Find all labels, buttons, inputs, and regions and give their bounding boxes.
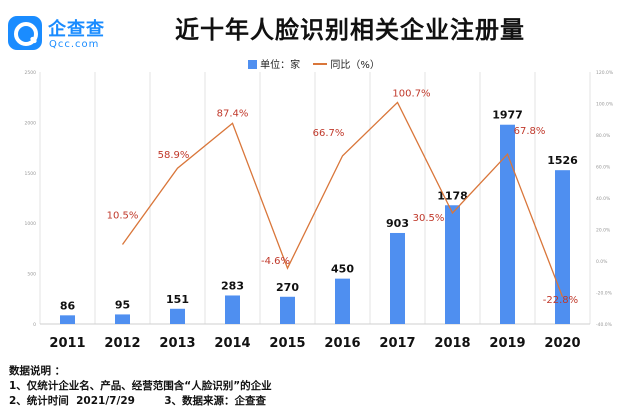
chart-title: 近十年人脸识别相关企业注册量 — [175, 16, 525, 44]
bar-value-label: 86 — [60, 299, 76, 312]
x-tick-label: 2016 — [324, 336, 360, 351]
y-left-tick-label: 2500 — [25, 70, 37, 76]
yoy-value-label: 58.9% — [158, 150, 190, 161]
yoy-value-label: 100.7% — [392, 88, 430, 99]
y-left-tick-label: 500 — [27, 272, 36, 278]
bar-value-label: 1526 — [547, 154, 578, 167]
yoy-value-label: 30.5% — [413, 213, 445, 224]
bar — [280, 296, 295, 324]
y-right-tick-label: 20.0% — [596, 228, 611, 234]
y-right-tick-label: 0.0% — [596, 259, 608, 265]
y-right-tick-label: 120.0% — [596, 70, 614, 76]
bar — [170, 308, 185, 324]
y-left-tick-label: 0 — [33, 322, 36, 328]
notes-line-2b: 3、数据来源：企查查 — [164, 395, 266, 407]
yoy-value-label: -22.8% — [543, 295, 578, 306]
bar-value-label: 151 — [166, 293, 189, 306]
y-right-tick-label: 40.0% — [596, 196, 611, 202]
y-right-tick-label: -40.0% — [596, 322, 613, 328]
notes-line-2: 2、统计时间 2021/7/29 3、数据来源：企查查 — [9, 394, 272, 409]
y-left-tick-label: 1000 — [25, 221, 37, 227]
y-right-tick-label: 100.0% — [596, 102, 614, 108]
legend-item-line: 同比（%） — [313, 56, 380, 71]
bar-value-label: 283 — [221, 279, 244, 292]
x-tick-label: 2013 — [159, 336, 195, 351]
bar-value-label: 903 — [386, 217, 409, 230]
yoy-value-label: 66.7% — [313, 128, 345, 139]
x-tick-label: 2012 — [104, 336, 140, 351]
y-right-tick-label: 80.0% — [596, 133, 611, 139]
yoy-value-label: 67.8% — [514, 126, 546, 137]
x-tick-label: 2020 — [544, 336, 580, 351]
x-tick-label: 2019 — [489, 336, 525, 351]
bar-value-label: 1977 — [492, 109, 523, 122]
chart-legend: 单位：家 同比（%） — [0, 56, 628, 72]
bar — [445, 205, 460, 324]
bar — [225, 295, 240, 324]
yoy-value-label: 87.4% — [217, 108, 249, 119]
magnifier-logo-icon — [8, 16, 42, 50]
y-right-tick-label: -20.0% — [596, 291, 613, 297]
x-tick-label: 2015 — [269, 336, 305, 351]
bar-value-label: 450 — [331, 263, 354, 276]
yoy-value-label: -4.6% — [261, 256, 290, 267]
x-tick-label: 2017 — [379, 336, 415, 351]
bar — [60, 315, 75, 324]
y-right-tick-label: 60.0% — [596, 165, 611, 171]
x-tick-label: 2011 — [49, 336, 85, 351]
brand-domain: Qcc.com — [49, 39, 100, 50]
data-notes: 数据说明 ： 1、仅统计企业名、产品、经营范围含“人脸识别”的企业 2、统计时间… — [9, 364, 272, 409]
y-left-tick-label: 1500 — [25, 171, 37, 177]
bar — [390, 232, 405, 324]
legend-item-bar: 单位：家 — [248, 56, 300, 71]
legend-line-label: 同比（%） — [330, 60, 380, 71]
bar — [335, 278, 350, 324]
legend-bar-swatch — [248, 60, 258, 69]
yoy-value-label: 10.5% — [107, 210, 139, 221]
bar-value-label: 270 — [276, 281, 299, 294]
x-tick-label: 2014 — [214, 336, 250, 351]
yoy-line — [121, 101, 564, 298]
notes-heading: 数据说明 ： — [9, 365, 66, 377]
y-left-tick-label: 2000 — [25, 120, 37, 126]
notes-line-1: 1、仅统计企业名、产品、经营范围含“人脸识别”的企业 — [9, 380, 272, 392]
x-tick-label: 2018 — [434, 336, 470, 351]
notes-line-2a: 2、统计时间 2021/7/29 — [9, 395, 135, 407]
brand-logo: 企查查 Qcc.com — [8, 14, 128, 54]
brand-name: 企查查 — [48, 19, 105, 40]
chart-canvas: 0 500 1000 1500 2000 2500 -40.0% -20.0% 0.0% 20.0… — [25, 70, 614, 351]
bar — [500, 124, 515, 324]
bar-value-label: 95 — [115, 298, 130, 311]
legend-bar-label: 单位：家 — [260, 60, 301, 71]
bar — [115, 314, 130, 324]
legend-line-swatch — [313, 63, 328, 65]
